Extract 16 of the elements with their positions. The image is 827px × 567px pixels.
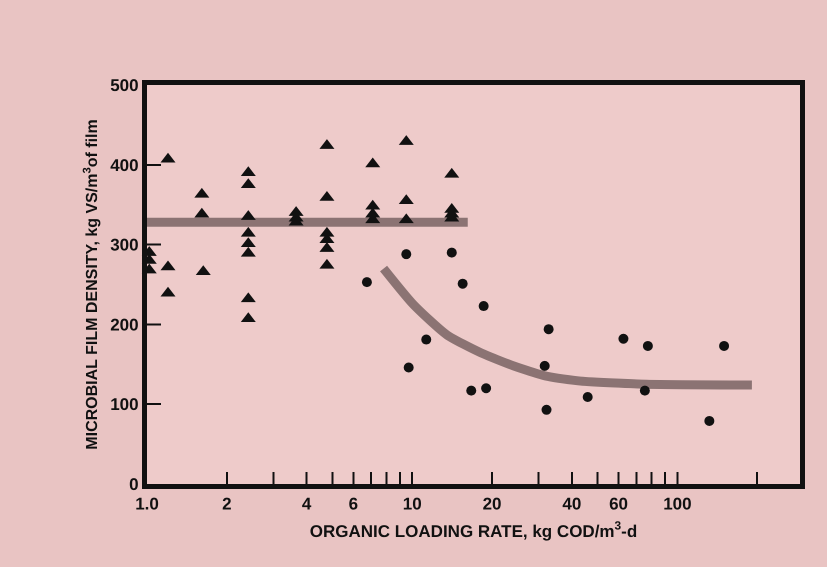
y-tick-label: 200 (110, 315, 139, 334)
x-tick-label: 1.0 (135, 494, 159, 514)
y-tick-label: 0 (129, 474, 139, 494)
x-tick-label: 20 (482, 494, 502, 514)
y-tick-label: 400 (110, 156, 139, 175)
x-tick-label: 40 (562, 494, 582, 514)
x-tick-label: 2 (222, 494, 232, 514)
x-tick-label: 100 (663, 494, 692, 514)
x-tick-label: 4 (302, 494, 312, 514)
x-axis-title: ORGANIC LOADING RATE, kg COD/m$^{3}$-d (310, 518, 638, 541)
x-tick-label: 60 (609, 494, 628, 514)
y-tick-label: 100 (110, 395, 139, 414)
y-tick-label: 300 (110, 236, 139, 255)
y-tick-label: 500 (110, 76, 139, 95)
x-tick-label: 10 (402, 494, 422, 514)
x-tick-label: 6 (348, 494, 358, 514)
